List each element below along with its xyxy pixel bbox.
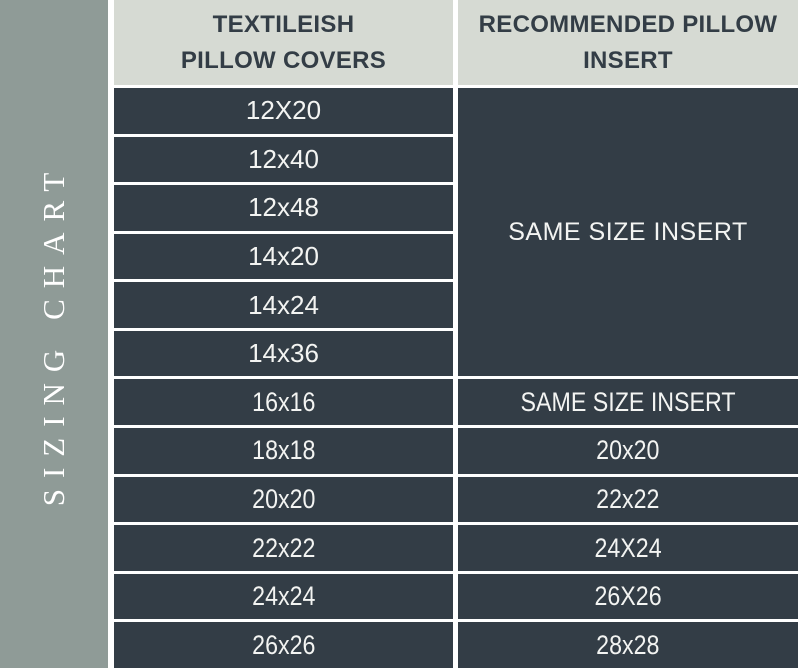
cover-cell: 24x24: [114, 573, 453, 620]
column-header-recommended-insert: RECOMMENDED PILLOW INSERT: [458, 0, 798, 85]
cover-cell: 18x18: [114, 428, 453, 474]
cover-cell: 14x20: [114, 233, 453, 280]
cover-cell: 14x24: [114, 282, 453, 328]
cover-cell: 16x16: [114, 379, 453, 426]
column-header-pillow-covers: TEXTILEISH PILLOW COVERS: [114, 0, 453, 85]
cover-cell: 22x22: [114, 525, 453, 571]
cover-cell: 12X20: [114, 88, 453, 134]
sizing-table: TEXTILEISH PILLOW COVERS RECOMMENDED PIL…: [114, 0, 798, 668]
sizing-chart-title: SIZING CHART: [36, 161, 71, 507]
cover-cell: 12x40: [114, 136, 453, 183]
cover-cell: 20x20: [114, 476, 453, 523]
insert-cell: SAME SIZE INSERT: [458, 379, 798, 426]
insert-cell: 26X26: [458, 573, 798, 620]
merged-same-size-insert-cell: SAME SIZE INSERT: [458, 88, 798, 377]
sizing-chart-sidebar: SIZING CHART: [0, 0, 108, 668]
insert-cell: 20x20: [458, 428, 798, 474]
insert-cell: 28x28: [458, 622, 798, 668]
insert-cell: 22x22: [458, 476, 798, 523]
cover-cell: 12x48: [114, 185, 453, 231]
cover-cell: 14x36: [114, 330, 453, 377]
cover-cell: 26x26: [114, 622, 453, 668]
insert-cell: 24X24: [458, 525, 798, 571]
